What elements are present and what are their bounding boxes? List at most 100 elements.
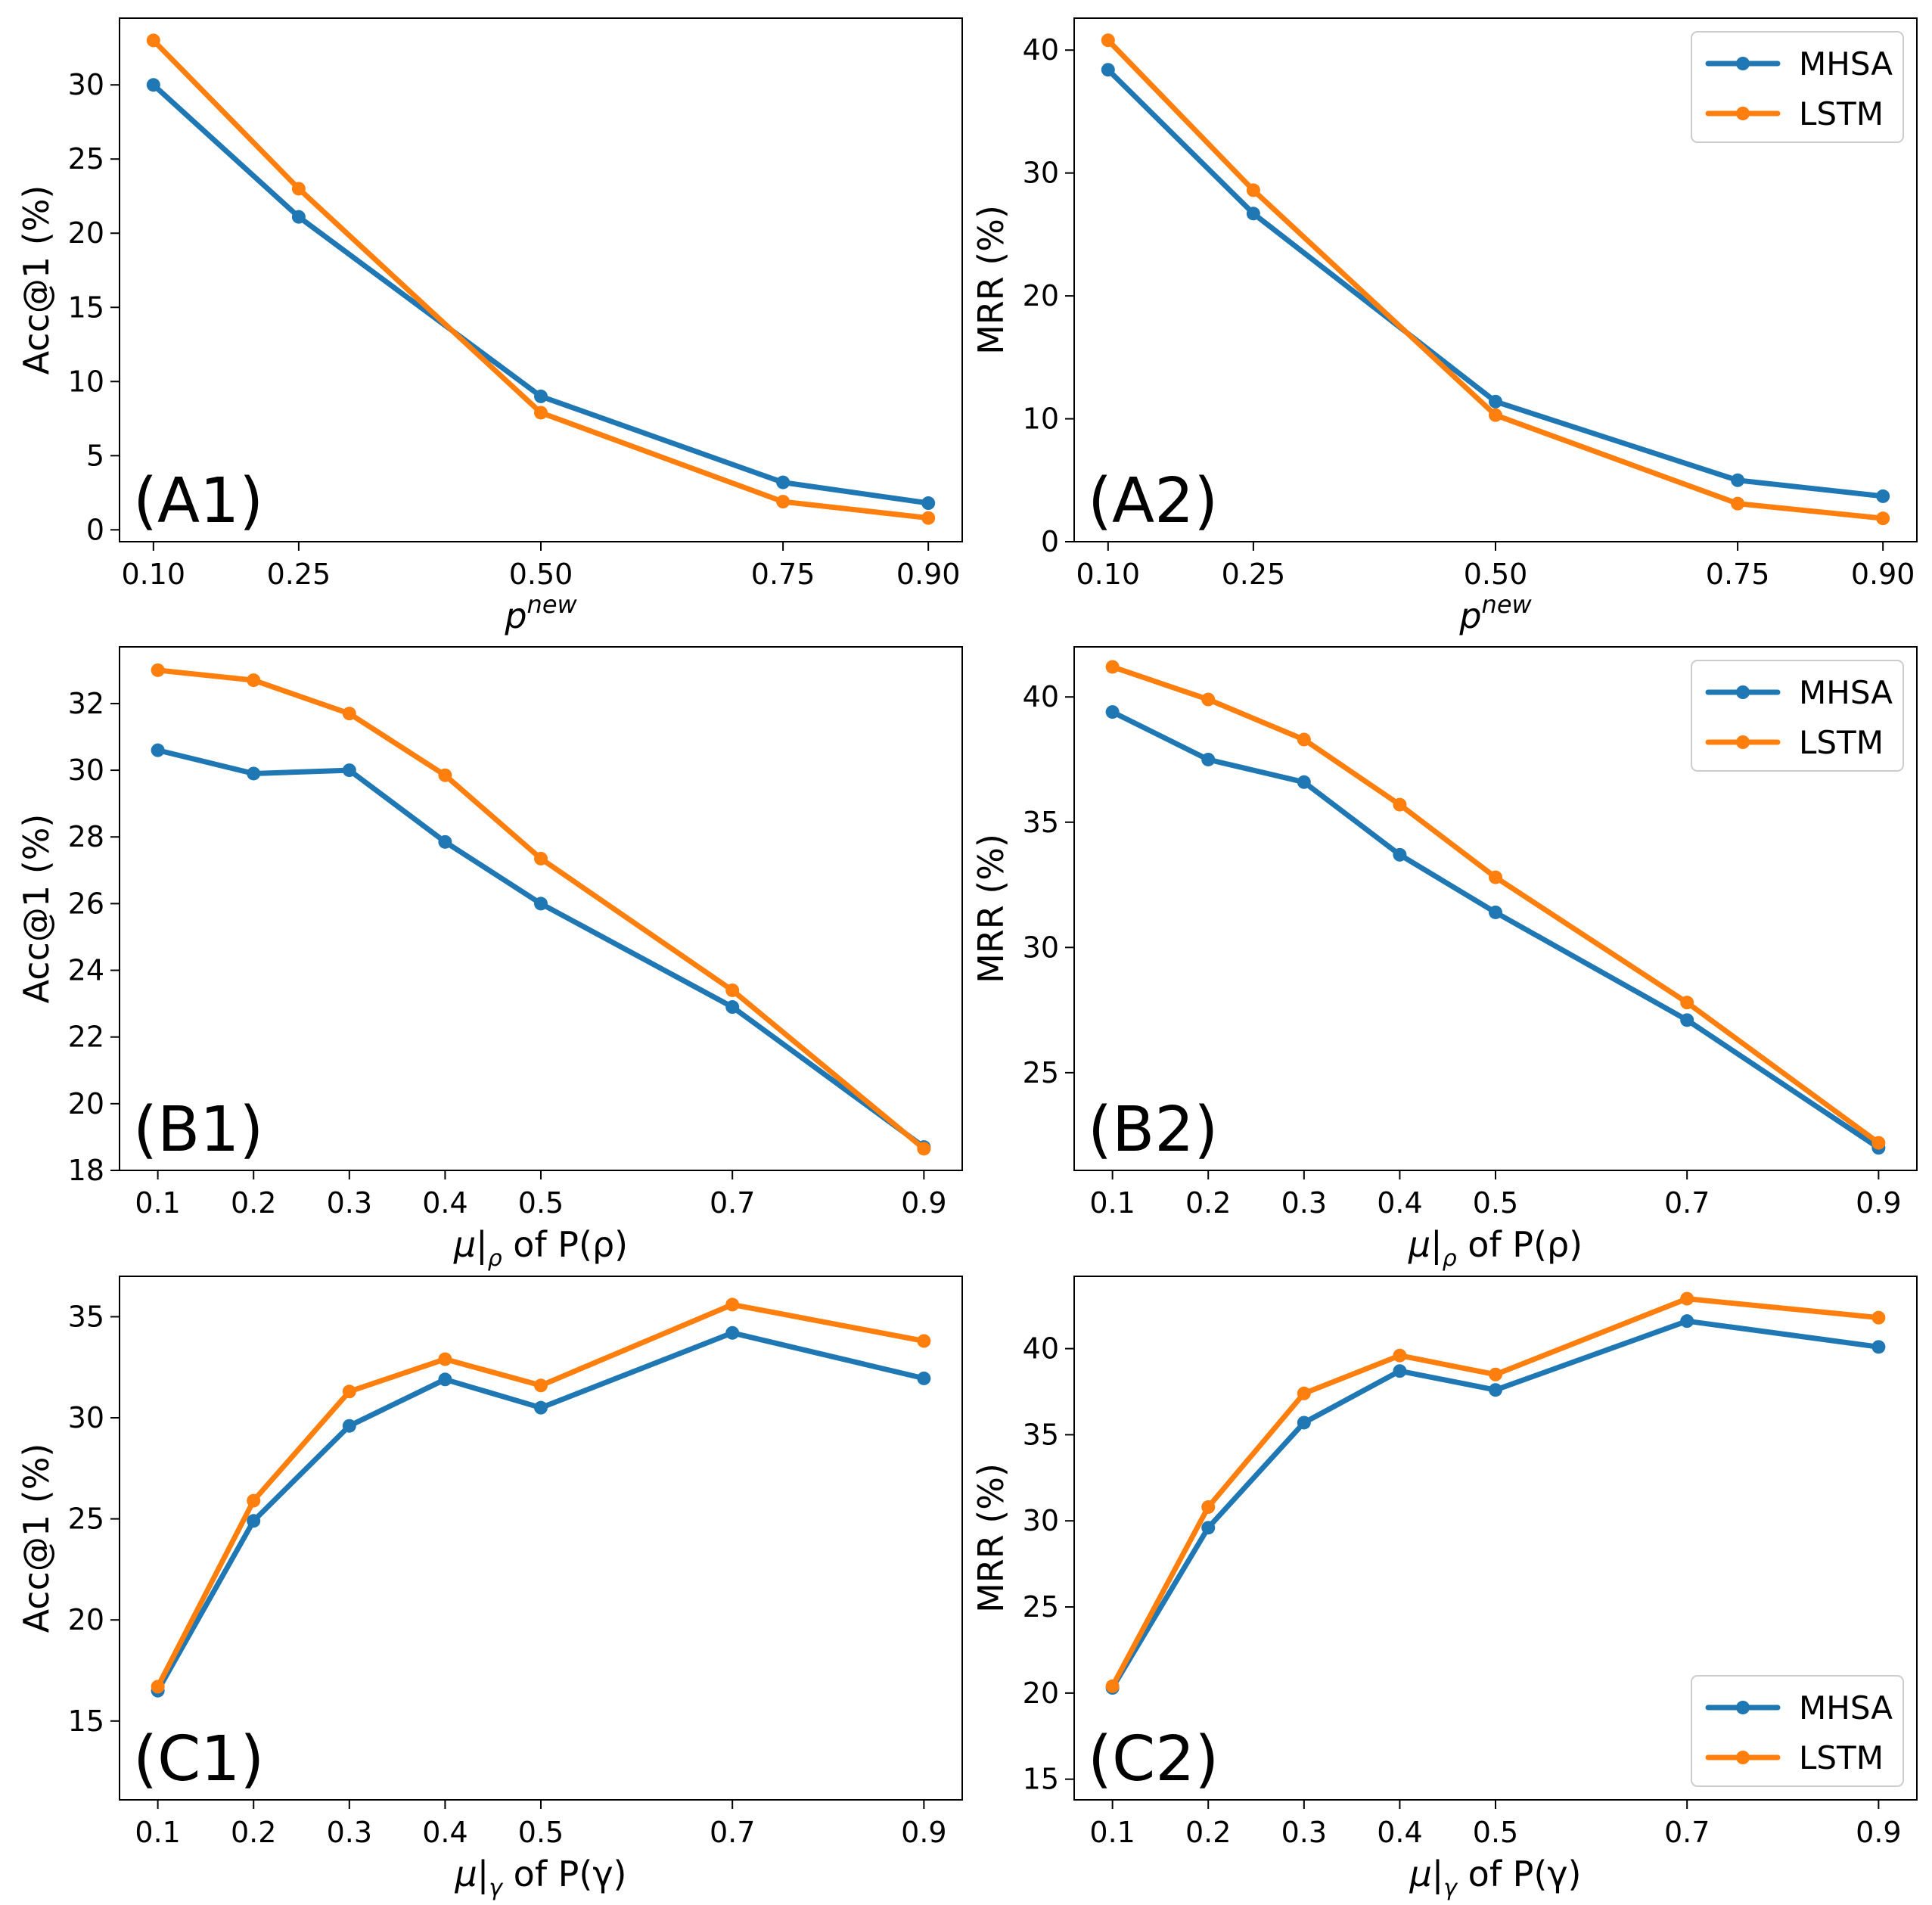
- x-axis-label: μ|ρ of P(ρ): [1408, 1224, 1583, 1272]
- x-axis-label-tail: of P(ρ): [1457, 1224, 1583, 1265]
- data-point-mhsa: [1393, 847, 1407, 862]
- y-tick-label: 22: [68, 1021, 104, 1054]
- data-point-lstm: [534, 406, 548, 420]
- x-tick-label: 0.7: [1664, 1186, 1710, 1220]
- x-axis-label: μ|ρ of P(ρ): [453, 1224, 628, 1272]
- y-tick-label: 35: [1023, 1418, 1059, 1451]
- series-line-lstm: [1110, 1296, 1881, 1689]
- y-tick-label: 35: [68, 1300, 104, 1333]
- x-axis-label: pnew: [1458, 590, 1532, 636]
- x-axis-label-tail: of P(ρ): [502, 1224, 628, 1265]
- data-point-lstm: [1297, 732, 1311, 747]
- x-tick-label: 0.7: [1664, 1816, 1710, 1849]
- legend: MHSA LSTM: [1691, 660, 1904, 772]
- x-axis-label-subscript: ρ: [488, 1245, 502, 1272]
- x-tick-label: 0.5: [518, 1186, 564, 1220]
- x-axis-label: pnew: [504, 590, 577, 636]
- data-point-mhsa: [917, 1371, 931, 1385]
- panel-label: (B1): [133, 1094, 263, 1166]
- x-axis-label-superscript: new: [527, 590, 578, 619]
- data-point-mhsa: [291, 210, 306, 224]
- x-tick-label: 0.50: [1464, 558, 1528, 591]
- x-axis-label: μ|γ of P(γ): [1409, 1854, 1582, 1901]
- x-tick-label: 0.3: [327, 1816, 372, 1849]
- y-tick-label: 15: [1023, 1763, 1059, 1796]
- data-point-mhsa: [438, 834, 452, 849]
- data-point-mhsa: [1871, 1340, 1886, 1354]
- x-tick-label: 0.4: [1377, 1186, 1422, 1220]
- data-point-mhsa: [342, 763, 356, 778]
- legend-marker-mhsa: [1736, 685, 1750, 699]
- data-point-lstm: [1489, 1367, 1502, 1381]
- data-point-mhsa: [534, 389, 548, 403]
- x-tick-label: 0.2: [1185, 1186, 1231, 1220]
- y-tick-label: 0: [1041, 525, 1059, 558]
- y-tick-label: 20: [1023, 1677, 1059, 1710]
- x-tick-label: 0.3: [1281, 1186, 1327, 1220]
- y-axis-label: Acc@1 (%): [16, 814, 57, 1004]
- data-point-mhsa: [1297, 775, 1311, 789]
- plot-frame: [119, 17, 963, 542]
- x-tick-label: 0.10: [1076, 558, 1141, 591]
- series-line-lstm: [155, 1301, 927, 1689]
- data-point-lstm: [1297, 1386, 1311, 1400]
- x-tick-label: 0.9: [1856, 1186, 1901, 1220]
- x-tick-label: 0.7: [710, 1186, 755, 1220]
- x-axis-label-base: μ|: [453, 1224, 488, 1266]
- y-axis-label: MRR (%): [971, 1463, 1011, 1613]
- legend-marker-mhsa: [1736, 57, 1750, 70]
- chart-panel-c2: 0.1 0.2 0.3 0.4 0.5 0.7 0.9 15 20 25 30 35 40 MRR (%)…: [971, 1276, 1918, 1901]
- data-point-lstm: [247, 1493, 261, 1508]
- x-tick-label: 0.25: [267, 558, 331, 591]
- data-point-lstm: [725, 983, 740, 997]
- x-axis-label-base: μ|: [1408, 1224, 1443, 1266]
- legend-label-mhsa: MHSA: [1799, 674, 1893, 711]
- x-tick-label: 0.75: [751, 558, 815, 591]
- x-tick-label: 0.10: [122, 558, 186, 591]
- data-point-mhsa: [1876, 489, 1890, 503]
- y-tick-label: 32: [68, 687, 104, 720]
- data-point-mhsa: [1101, 63, 1115, 77]
- data-point-lstm: [1201, 692, 1216, 707]
- panel-label: (C1): [133, 1723, 264, 1795]
- y-tick-label: 35: [1023, 806, 1059, 839]
- data-point-lstm: [291, 182, 306, 196]
- y-tick-label: 40: [1023, 680, 1059, 713]
- data-point-mhsa: [1105, 705, 1120, 719]
- data-point-lstm: [534, 851, 548, 865]
- x-axis-label: μ|γ of P(γ): [455, 1854, 627, 1901]
- data-point-lstm: [247, 673, 261, 688]
- y-tick-label: 20: [68, 216, 104, 250]
- data-point-lstm: [438, 768, 452, 782]
- y-tick-label: 30: [68, 754, 104, 787]
- legend: MHSA LSTM: [1691, 31, 1904, 143]
- data-point-mhsa: [534, 1400, 548, 1415]
- panel-label: (B2): [1088, 1094, 1218, 1166]
- data-point-lstm: [917, 1334, 931, 1348]
- data-point-lstm: [1489, 408, 1502, 422]
- x-tick-label: 0.2: [231, 1186, 276, 1220]
- legend-marker-lstm: [1736, 1751, 1750, 1764]
- data-point-mhsa: [1297, 1416, 1311, 1430]
- x-tick-label: 0.9: [901, 1816, 946, 1849]
- x-tick-label: 0.3: [327, 1186, 372, 1220]
- data-point-lstm: [1731, 496, 1745, 511]
- legend-marker-lstm: [1736, 107, 1750, 120]
- y-tick-label: 30: [1023, 157, 1059, 190]
- y-tick-label: 30: [68, 68, 104, 101]
- x-tick-label: 0.75: [1706, 558, 1770, 591]
- data-point-mhsa: [151, 743, 165, 757]
- data-point-mhsa: [1246, 207, 1260, 221]
- data-point-lstm: [1105, 660, 1120, 674]
- data-point-mhsa: [438, 1372, 452, 1387]
- data-point-lstm: [1201, 1500, 1216, 1515]
- x-tick-label: 0.2: [1185, 1816, 1231, 1849]
- y-tick-label: 24: [68, 954, 104, 987]
- x-tick-label: 0.1: [135, 1816, 180, 1849]
- data-point-lstm: [146, 33, 160, 48]
- x-tick-label: 0.90: [1851, 558, 1915, 591]
- data-point-mhsa: [1731, 473, 1745, 487]
- y-tick-label: 25: [68, 1503, 104, 1536]
- data-point-mhsa: [1680, 1314, 1694, 1329]
- chart-panel-a1: 0.10 0.25 0.50 0.75 0.90 0 5 10 15 20 25 30 Acc@1 (%…: [16, 17, 963, 636]
